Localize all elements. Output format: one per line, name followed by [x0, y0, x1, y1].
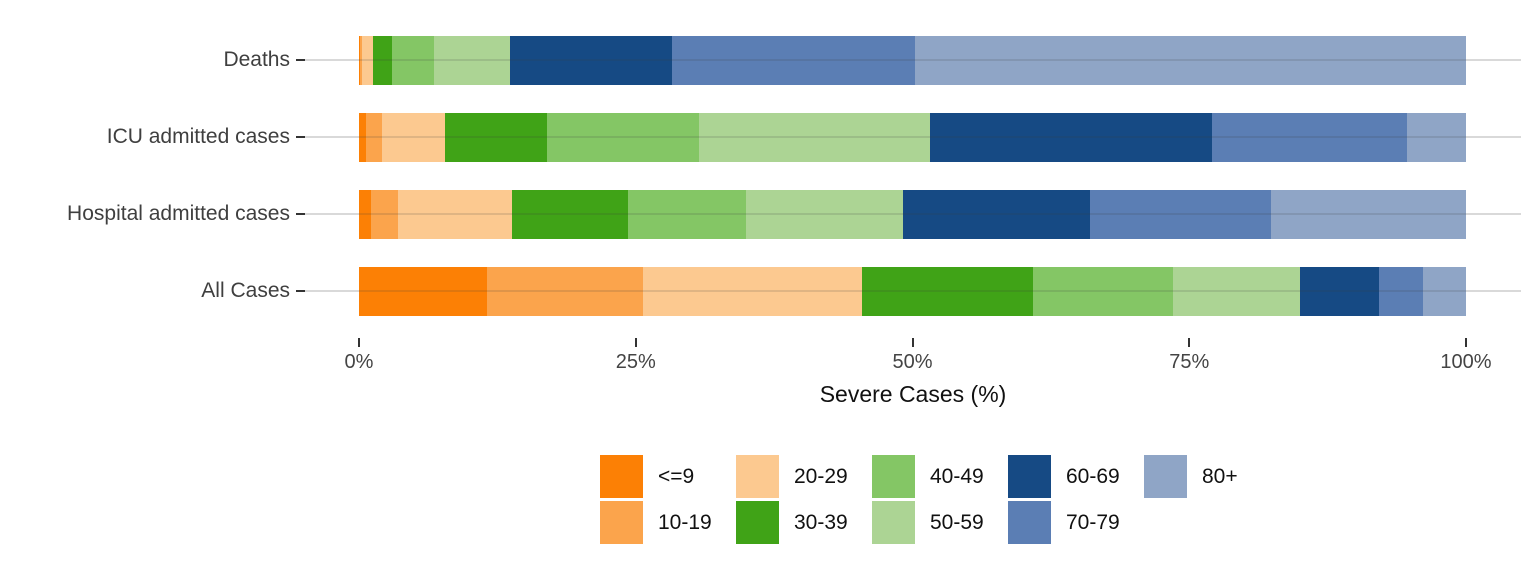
legend-label: 50-59 — [930, 510, 984, 534]
bar-segment — [627, 189, 747, 239]
legend-item: 80+ — [1144, 455, 1238, 498]
legend-item: 60-69 — [1008, 455, 1120, 498]
bar-segment — [930, 112, 1213, 162]
stacked-bar — [359, 189, 1466, 239]
legend-swatch — [736, 501, 779, 544]
bar-segment — [359, 189, 372, 239]
bar-segment — [547, 112, 699, 162]
legend-item: 70-79 — [1008, 501, 1120, 544]
bar-segment — [1033, 266, 1173, 316]
legend-swatch — [1008, 455, 1051, 498]
legend-swatch — [736, 455, 779, 498]
legend-label: 70-79 — [1066, 510, 1120, 534]
legend-item: 10-19 — [600, 501, 712, 544]
bar-segment — [914, 35, 1466, 85]
bar-segment — [509, 35, 673, 85]
category-label: ICU admitted cases — [106, 125, 290, 148]
legend-item: 20-29 — [736, 455, 848, 498]
bar-segment — [359, 266, 488, 316]
x-tick-label: 100% — [1440, 351, 1492, 373]
bar-segment — [1422, 266, 1466, 316]
bar-segment — [397, 189, 512, 239]
stacked-bar — [359, 35, 1466, 85]
bar-segment — [359, 112, 366, 162]
gridline-overlay — [359, 213, 1466, 215]
gridline-overlay — [359, 59, 1466, 61]
bar-segment — [1378, 266, 1423, 316]
legend-label: 30-39 — [794, 510, 848, 534]
bar-segment — [672, 35, 915, 85]
bar-segment — [643, 266, 862, 316]
bar-segment — [902, 189, 1090, 239]
bar-segment — [1172, 266, 1300, 316]
legend-label: 10-19 — [658, 510, 712, 534]
x-axis-tick — [911, 338, 914, 347]
gridline-overlay — [359, 136, 1466, 138]
x-tick-label: 25% — [615, 351, 656, 373]
x-tick-label: 75% — [1169, 351, 1210, 373]
x-axis-tick — [1188, 338, 1191, 347]
legend-label: 60-69 — [1066, 464, 1120, 488]
legend-swatch — [872, 501, 915, 544]
bar-segment — [1299, 266, 1379, 316]
legend-swatch — [1144, 455, 1187, 498]
legend-label: <=9 — [658, 464, 695, 488]
bar-segment — [698, 112, 931, 162]
legend-item: 40-49 — [872, 455, 984, 498]
stacked-bar — [359, 266, 1466, 316]
legend-label: 40-49 — [930, 464, 984, 488]
legend-item: <=9 — [600, 455, 694, 498]
category-label: Deaths — [223, 48, 290, 71]
bar-segment — [382, 112, 446, 162]
category-label: Hospital admitted cases — [67, 202, 290, 225]
bar-segment — [392, 35, 435, 85]
legend-swatch — [872, 455, 915, 498]
bar-segment — [746, 189, 903, 239]
stacked-bar — [359, 112, 1466, 162]
y-axis-tick — [296, 136, 305, 138]
x-axis-tick — [1465, 338, 1467, 347]
bar-segment — [365, 112, 383, 162]
bar-segment — [359, 35, 361, 85]
y-axis-tick — [296, 59, 305, 61]
x-tick-label: 50% — [892, 351, 933, 373]
legend-swatch — [1008, 501, 1051, 544]
x-axis-tick — [634, 338, 637, 347]
legend-label: 80+ — [1202, 464, 1238, 488]
y-axis-tick — [296, 213, 305, 215]
bar-segment — [373, 35, 393, 85]
legend-label: 20-29 — [794, 464, 848, 488]
x-axis-tick — [358, 338, 360, 347]
bar-segment — [1407, 112, 1466, 162]
legend-swatch — [600, 501, 643, 544]
bar-segment — [360, 35, 363, 85]
x-axis-title: Severe Cases (%) — [819, 381, 1007, 407]
legend-swatch — [600, 455, 643, 498]
gridline-overlay — [359, 290, 1466, 292]
bar-segment — [1212, 112, 1408, 162]
bar-segment — [362, 35, 374, 85]
x-tick-label: 0% — [344, 351, 374, 373]
y-axis-tick — [296, 290, 305, 292]
bar-segment — [445, 112, 548, 162]
bar-segment — [371, 189, 398, 239]
legend-item: 30-39 — [736, 501, 848, 544]
category-label: All Cases — [201, 279, 290, 302]
bar-segment — [434, 35, 510, 85]
bar-segment — [1271, 189, 1466, 239]
bar-segment — [487, 266, 644, 316]
bar-segment — [861, 266, 1034, 316]
legend-item: 50-59 — [872, 501, 984, 544]
bar-segment — [511, 189, 628, 239]
bar-segment — [1089, 189, 1272, 239]
